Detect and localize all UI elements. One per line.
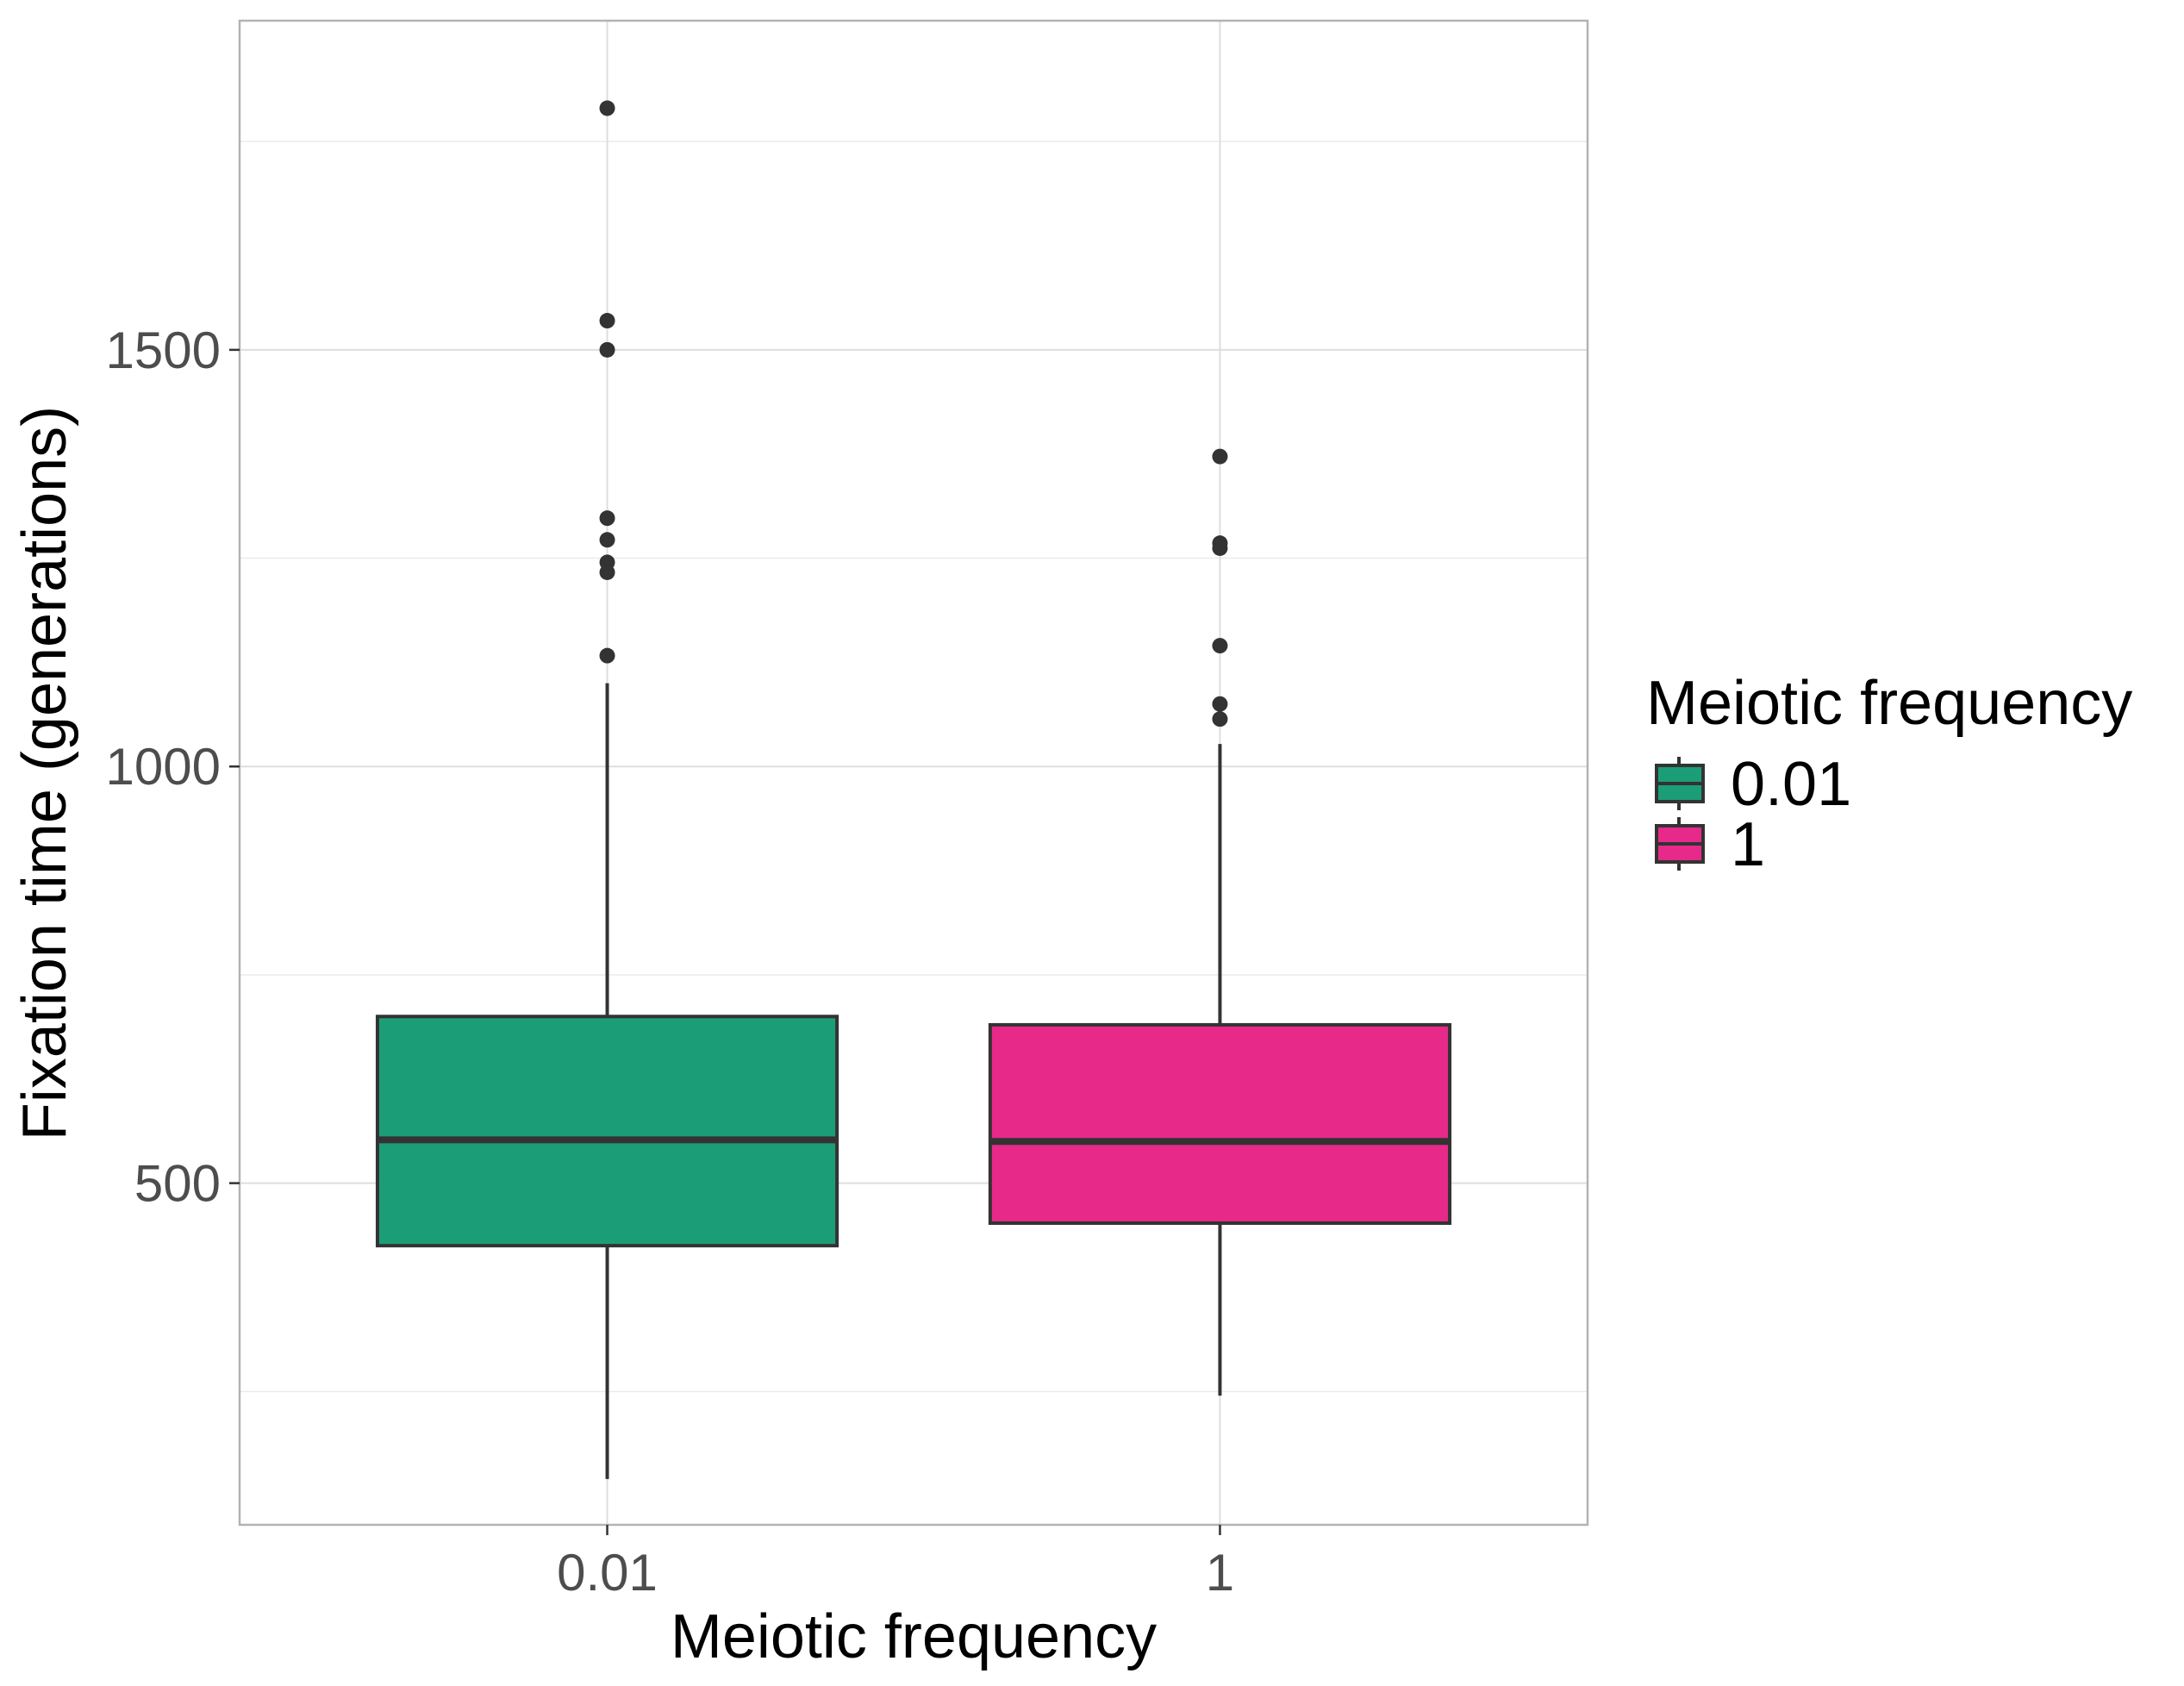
outlier-point — [1212, 711, 1228, 727]
legend-key-1: 1 — [1655, 810, 1765, 879]
legend-title: Meiotic frequency — [1646, 669, 2132, 738]
panel-background — [240, 21, 1588, 1525]
outlier-point — [599, 341, 615, 358]
outlier-point — [1212, 696, 1228, 712]
box-iqr — [375, 1015, 839, 1248]
y-tick-label: 1500 — [106, 322, 221, 379]
x-axis-title: Meiotic frequency — [671, 1602, 1157, 1671]
minor-gridlines — [240, 140, 1588, 1393]
box-0.01 — [375, 100, 839, 1479]
panel-border — [238, 19, 1589, 1527]
y-tick-label: 500 — [134, 1155, 221, 1213]
outlier-point — [599, 100, 615, 116]
outlier-point — [599, 647, 615, 664]
box-iqr — [988, 1022, 1452, 1226]
box-1 — [988, 448, 1452, 1396]
legend-keys: 0.011 — [1655, 750, 1851, 879]
legend-label: 1 — [1731, 810, 1765, 879]
x-tick-label: 1 — [1206, 1544, 1234, 1602]
x-axis-ticks: 0.01 1 — [557, 1525, 1234, 1602]
boxes-layer — [375, 100, 1452, 1479]
outlier-point — [1212, 638, 1228, 654]
outlier-point — [599, 313, 615, 329]
legend: Meiotic frequency 0.011 — [1646, 669, 2132, 879]
legend-label: 0.01 — [1731, 750, 1851, 819]
outlier-point — [1212, 448, 1228, 465]
outlier-point — [1212, 540, 1228, 556]
outlier-point — [599, 564, 615, 580]
y-axis-ticks: 500 1000 1500 — [106, 322, 240, 1213]
legend-key-0.01: 0.01 — [1655, 750, 1851, 819]
y-tick-label: 1000 — [106, 738, 221, 796]
outlier-point — [599, 510, 615, 527]
y-axis-title: Fixation time (generations) — [10, 406, 79, 1140]
x-tick-label: 0.01 — [557, 1544, 658, 1602]
outlier-point — [599, 532, 615, 548]
